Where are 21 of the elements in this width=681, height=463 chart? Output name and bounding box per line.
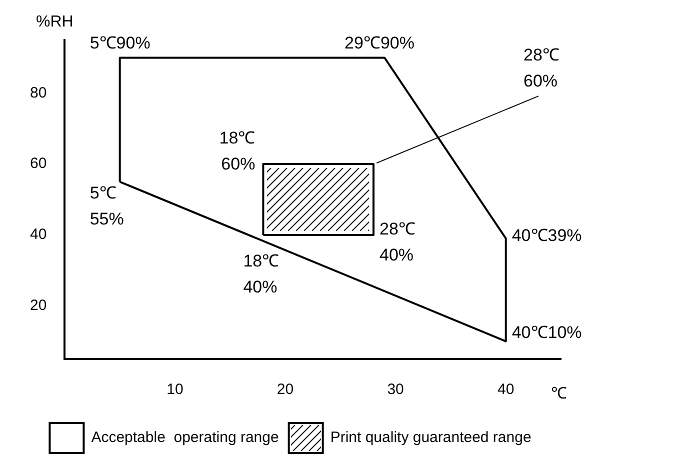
y-tick-label: 20: [30, 296, 47, 314]
annotation: 5℃90%: [90, 33, 150, 52]
x-tick-label: 10: [166, 381, 184, 398]
y-tick-label: 40: [30, 226, 47, 244]
annotation: 18℃ 40%: [243, 252, 280, 297]
x-tick-label: 20: [276, 381, 294, 398]
annotation: 18℃ 60%: [219, 128, 256, 174]
annotation: 28℃ 40%: [380, 220, 416, 265]
annotation: 28℃ 60%: [524, 46, 560, 91]
legend-label: Acceptable operating range: [91, 429, 279, 446]
annotation: 29℃90%: [344, 33, 414, 52]
y-axis-title: %RH: [36, 13, 74, 30]
annotation: 40℃39%: [512, 226, 582, 246]
y-tick-label: 60: [30, 155, 47, 172]
x-tick-label: 30: [387, 381, 404, 398]
legend-label: Print quality guaranteed range: [330, 429, 532, 446]
y-tick-label: 80: [30, 84, 47, 102]
annotation: 5℃ 55%: [90, 183, 124, 228]
x-axis-title: ℃: [550, 385, 567, 402]
annotation: 40℃10%: [512, 322, 582, 342]
x-tick-label: 40: [498, 381, 514, 398]
